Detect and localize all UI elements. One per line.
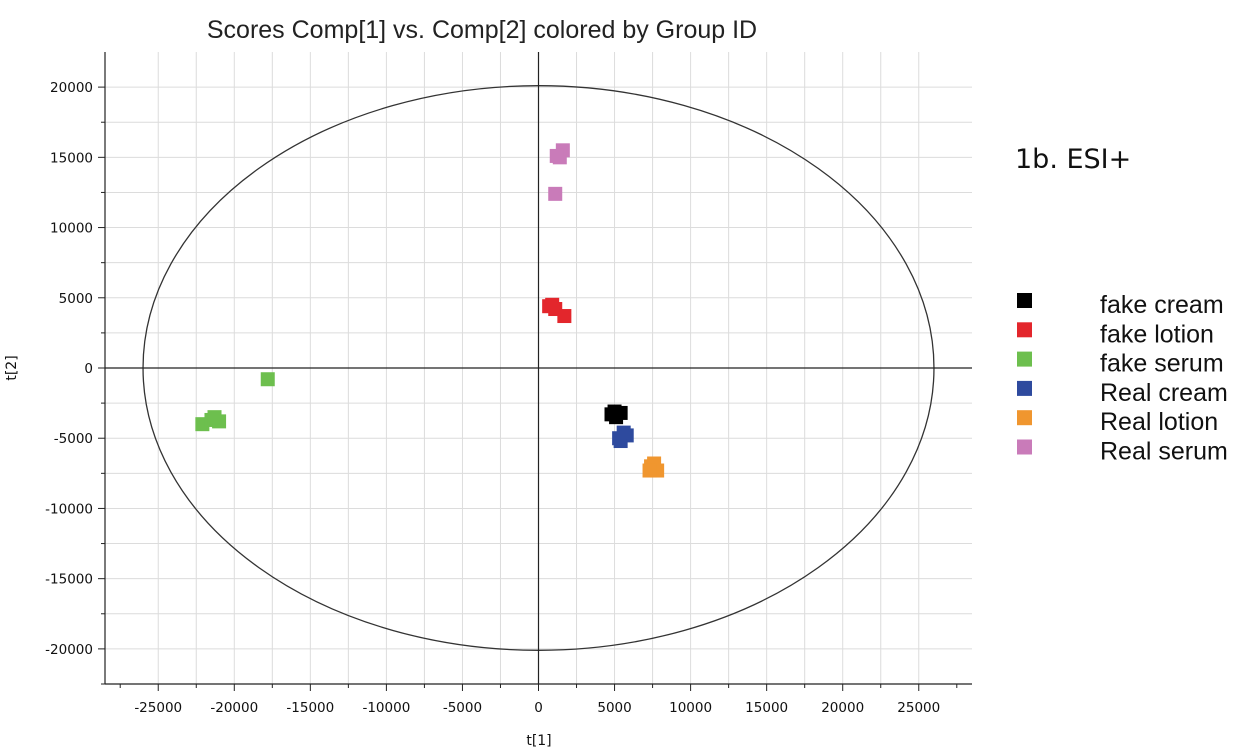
- legend-label-real-serum: Real serum: [1100, 438, 1228, 466]
- point-real-serum: [549, 148, 564, 163]
- legend-label-real-cream: Real cream: [1100, 379, 1228, 407]
- point-fake-cream: [607, 404, 622, 419]
- y-tick-label: 0: [84, 361, 93, 377]
- point-fake-serum: [207, 410, 222, 425]
- x-tick-label: 15000: [745, 700, 788, 716]
- x-tick-label: -5000: [443, 700, 482, 716]
- x-axis-label: t[1]: [526, 733, 551, 749]
- legend-marker-fake-cream: [1017, 293, 1032, 308]
- y-tick-label: 15000: [50, 150, 93, 166]
- y-tick-label: -15000: [45, 572, 93, 588]
- x-tick-label: -10000: [362, 700, 410, 716]
- x-tick-label: 25000: [897, 700, 940, 716]
- legend-label-fake-cream: fake cream: [1100, 291, 1224, 319]
- point-fake-lotion: [557, 309, 572, 324]
- legend-marker-fake-lotion: [1017, 322, 1032, 338]
- y-tick-label: -10000: [45, 501, 93, 517]
- legend-marker-real-serum: [1017, 439, 1032, 455]
- x-tick-label: -25000: [134, 700, 182, 716]
- y-tick-label: 20000: [50, 80, 93, 96]
- y-tick-label: -20000: [45, 642, 93, 658]
- y-axis-ticks: -20000 -15000 -10000 -5000 0 5000 10000 15000 20…: [45, 80, 105, 685]
- annotation-label: 1b. ESI+: [1015, 144, 1131, 175]
- x-axis-ticks: -25000 -20000 -15000 -10000 -5000 0 5000 10000 1…: [119, 684, 958, 716]
- point-real-lotion: [642, 463, 657, 478]
- legend-label-fake-serum: fake serum: [1100, 350, 1224, 378]
- x-tick-label: 20000: [821, 700, 864, 716]
- data-points: [195, 143, 665, 478]
- axes: [104, 52, 972, 685]
- chart-title: Scores Comp[1] vs. Comp[2] colored by Gr…: [207, 16, 757, 44]
- x-tick-label: -15000: [286, 700, 334, 716]
- x-tick-label: 0: [534, 700, 543, 716]
- point-real-cream: [612, 431, 627, 446]
- legend-label-real-lotion: Real lotion: [1100, 408, 1218, 436]
- x-tick-label: 10000: [669, 700, 712, 716]
- point-real-serum: [548, 186, 563, 201]
- legend-marker-fake-serum: [1017, 351, 1032, 367]
- y-tick-label: 10000: [50, 221, 93, 237]
- y-tick-label: 5000: [59, 291, 93, 307]
- point-fake-serum: [260, 372, 275, 387]
- legend-label-fake-lotion: fake lotion: [1100, 320, 1214, 348]
- point-fake-lotion: [545, 297, 560, 312]
- legend-marker-real-cream: [1017, 380, 1032, 396]
- legend-marker-real-lotion: [1017, 410, 1032, 426]
- y-tick-label: -5000: [54, 431, 93, 447]
- x-tick-label: -20000: [210, 700, 258, 716]
- x-tick-label: 5000: [597, 700, 631, 716]
- y-axis-label: t[2]: [4, 355, 20, 380]
